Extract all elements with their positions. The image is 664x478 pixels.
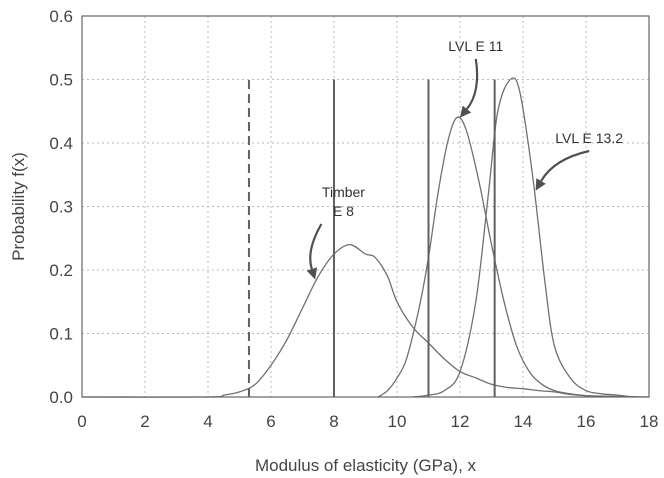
- y-axis-title: Probability f(x): [9, 152, 28, 261]
- x-tick-label: 4: [203, 412, 212, 431]
- annotation-arrow-1: [466, 58, 479, 110]
- x-tick-label: 2: [140, 412, 149, 431]
- y-tick-label: 0.1: [49, 325, 73, 344]
- x-tick-label: 14: [514, 412, 533, 431]
- plot-frame: [81, 15, 650, 398]
- annotation-label-1: LVL E 11: [448, 38, 503, 54]
- annotation-arrow-0: [309, 223, 323, 270]
- annotation-arrowhead-2: [535, 178, 546, 191]
- x-tick-label: 16: [577, 412, 596, 431]
- x-tick-label: 18: [640, 412, 659, 431]
- annotation-label-0: E 8: [333, 203, 354, 219]
- x-tick-label: 8: [329, 412, 338, 431]
- x-tick-label: 6: [266, 412, 275, 431]
- annotation-label-2: LVL E 13.2: [555, 130, 623, 146]
- y-tick-label: 0.5: [49, 71, 73, 90]
- annotation-label-0: Timber: [322, 184, 365, 200]
- grid-layer: [82, 16, 649, 397]
- curve-layer: [81, 77, 650, 398]
- annotation-arrowhead-1: [460, 105, 472, 118]
- y-tick-label: 0.6: [49, 7, 73, 26]
- series-line-1: [377, 116, 602, 398]
- annotation-arrow-2: [540, 149, 590, 182]
- x-axis-title: Modulus of elasticity (GPa), x: [255, 456, 477, 475]
- series-line-0: [81, 243, 650, 398]
- vline-layer: [247, 79, 496, 397]
- y-tick-label: 0.2: [49, 261, 73, 280]
- series-line-2: [412, 77, 634, 398]
- annot-layer: Timber E 8 LVL E 11 LVL E 13.2: [306, 38, 623, 280]
- x-tick-label: 12: [451, 412, 470, 431]
- x-tick-label: 10: [388, 412, 407, 431]
- annotation-arrowhead-0: [306, 267, 318, 280]
- y-tick-label: 0.0: [49, 388, 73, 407]
- y-tick-label: 0.3: [49, 198, 73, 217]
- x-tick-label: 0: [77, 412, 86, 431]
- x-tick-labels: 0 2 4 6 8 10 12 14 16 18: [77, 412, 658, 431]
- y-tick-labels: 0.0 0.1 0.2 0.3 0.4 0.5 0.6: [49, 7, 73, 407]
- y-tick-label: 0.4: [49, 134, 73, 153]
